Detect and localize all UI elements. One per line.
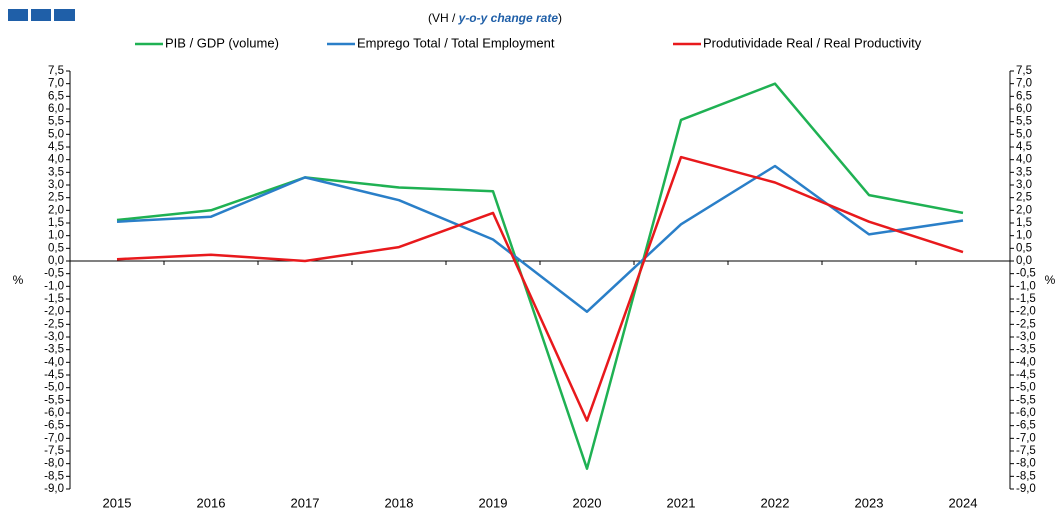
logo-block bbox=[31, 9, 51, 21]
y-tick-label: -2,0 bbox=[44, 306, 64, 318]
y-tick-label: -5,0 bbox=[44, 382, 64, 394]
y2-tick-label: 7,0 bbox=[1016, 78, 1032, 90]
y2-tick-label: 6,0 bbox=[1016, 103, 1032, 115]
y-tick-label: 2,5 bbox=[48, 192, 64, 204]
series-line bbox=[116, 164, 964, 313]
y-tick-label: -6,0 bbox=[44, 407, 64, 419]
y2-tick-label: 0,5 bbox=[1016, 242, 1032, 254]
y2-tick-label: -1,5 bbox=[1016, 293, 1036, 305]
y2-tick-label: -5,5 bbox=[1016, 394, 1036, 406]
y-tick-label: 6,5 bbox=[48, 90, 64, 102]
y-tick-label: 3,0 bbox=[48, 179, 64, 191]
y-tick-label: 1,0 bbox=[48, 230, 64, 242]
y2-tick-label: -6,5 bbox=[1016, 420, 1036, 432]
y2-tick-label: -5,0 bbox=[1016, 382, 1036, 394]
y2-tick-label: -8,0 bbox=[1016, 458, 1036, 470]
y-tick-label: 7,0 bbox=[48, 78, 64, 90]
x-tick-label: 2024 bbox=[949, 495, 978, 510]
x-tick-label: 2017 bbox=[291, 495, 320, 510]
y2-tick-label: -1,0 bbox=[1016, 280, 1036, 292]
subtitle-part: y-o-y change rate bbox=[458, 11, 559, 25]
y-tick-label: -7,5 bbox=[44, 445, 64, 457]
y2-tick-label: -9,0 bbox=[1016, 483, 1036, 495]
y2-tick-label: -4,5 bbox=[1016, 369, 1036, 381]
series-line bbox=[116, 82, 964, 470]
y-tick-label: 0,5 bbox=[48, 242, 64, 254]
y-tick-label: -2,5 bbox=[44, 318, 64, 330]
logo-block bbox=[54, 9, 75, 21]
y2-tick-label: 1,0 bbox=[1016, 230, 1032, 242]
x-tick-label: 2019 bbox=[479, 495, 508, 510]
y2-tick-label: -4,0 bbox=[1016, 356, 1036, 368]
legend-label: PIB / GDP (volume) bbox=[165, 35, 279, 50]
chart-subtitle: (VH / y-o-y change rate) bbox=[428, 11, 562, 25]
y2-tick-label: 5,5 bbox=[1016, 116, 1032, 128]
y-tick-label: -9,0 bbox=[44, 483, 64, 495]
y-tick-label: -0,5 bbox=[44, 268, 64, 280]
y-tick-label: -1,0 bbox=[44, 280, 64, 292]
y-tick-label: -5,5 bbox=[44, 394, 64, 406]
y-tick-label: -4,0 bbox=[44, 356, 64, 368]
y2-tick-label: 2,0 bbox=[1016, 204, 1032, 216]
y-tick-label: 1,5 bbox=[48, 217, 64, 229]
y2-tick-label: -6,0 bbox=[1016, 407, 1036, 419]
y-tick-label: 6,0 bbox=[48, 103, 64, 115]
y2-tick-label: -0,5 bbox=[1016, 268, 1036, 280]
y-tick-label: 5,0 bbox=[48, 128, 64, 140]
y-tick-label: -6,5 bbox=[44, 420, 64, 432]
y-tick-label: -7,0 bbox=[44, 432, 64, 444]
y-tick-label: 3,5 bbox=[48, 166, 64, 178]
x-tick-label: 2023 bbox=[855, 495, 884, 510]
y-tick-label: 0,0 bbox=[48, 255, 64, 267]
y2-tick-label: 3,0 bbox=[1016, 179, 1032, 191]
y-tick-label: -3,5 bbox=[44, 344, 64, 356]
y-tick-label: 7,5 bbox=[48, 65, 64, 77]
x-tick-label: 2021 bbox=[667, 495, 696, 510]
logo-block bbox=[8, 9, 28, 21]
x-tick-label: 2015 bbox=[103, 495, 132, 510]
y-tick-label: -8,5 bbox=[44, 470, 64, 482]
y2-axis-label: % bbox=[1045, 273, 1056, 287]
y2-tick-label: -7,0 bbox=[1016, 432, 1036, 444]
y2-tick-label: -3,0 bbox=[1016, 331, 1036, 343]
x-tick-label: 2018 bbox=[385, 495, 414, 510]
y2-tick-label: 5,0 bbox=[1016, 128, 1032, 140]
y2-tick-label: 4,5 bbox=[1016, 141, 1032, 153]
y-tick-label: 5,5 bbox=[48, 116, 64, 128]
subtitle-part: (VH / bbox=[428, 11, 459, 25]
x-tick-label: 2020 bbox=[573, 495, 602, 510]
y-tick-label: -1,5 bbox=[44, 293, 64, 305]
y2-tick-label: 3,5 bbox=[1016, 166, 1032, 178]
y2-tick-label: -3,5 bbox=[1016, 344, 1036, 356]
y2-tick-label: 6,5 bbox=[1016, 90, 1032, 102]
series-line bbox=[116, 155, 964, 422]
y2-tick-label: -2,5 bbox=[1016, 318, 1036, 330]
x-tick-label: 2022 bbox=[761, 495, 790, 510]
y2-tick-label: 1,5 bbox=[1016, 217, 1032, 229]
y2-tick-label: 0,0 bbox=[1016, 255, 1032, 267]
y-tick-label: 4,0 bbox=[48, 154, 64, 166]
y-tick-label: -3,0 bbox=[44, 331, 64, 343]
y2-tick-label: 7,5 bbox=[1016, 65, 1032, 77]
y2-tick-label: 2,5 bbox=[1016, 192, 1032, 204]
y-tick-label: 2,0 bbox=[48, 204, 64, 216]
y2-tick-label: 4,0 bbox=[1016, 154, 1032, 166]
y-axis-label: % bbox=[13, 273, 24, 287]
y-tick-label: -8,0 bbox=[44, 458, 64, 470]
subtitle-part: ) bbox=[558, 11, 562, 25]
y2-tick-label: -8,5 bbox=[1016, 470, 1036, 482]
y-tick-label: 4,5 bbox=[48, 141, 64, 153]
y2-tick-label: -2,0 bbox=[1016, 306, 1036, 318]
legend-label: Produtividade Real / Real Productivity bbox=[703, 35, 922, 50]
legend-label: Emprego Total / Total Employment bbox=[357, 35, 555, 50]
y-tick-label: -4,5 bbox=[44, 369, 64, 381]
y2-tick-label: -7,5 bbox=[1016, 445, 1036, 457]
x-tick-label: 2016 bbox=[197, 495, 226, 510]
